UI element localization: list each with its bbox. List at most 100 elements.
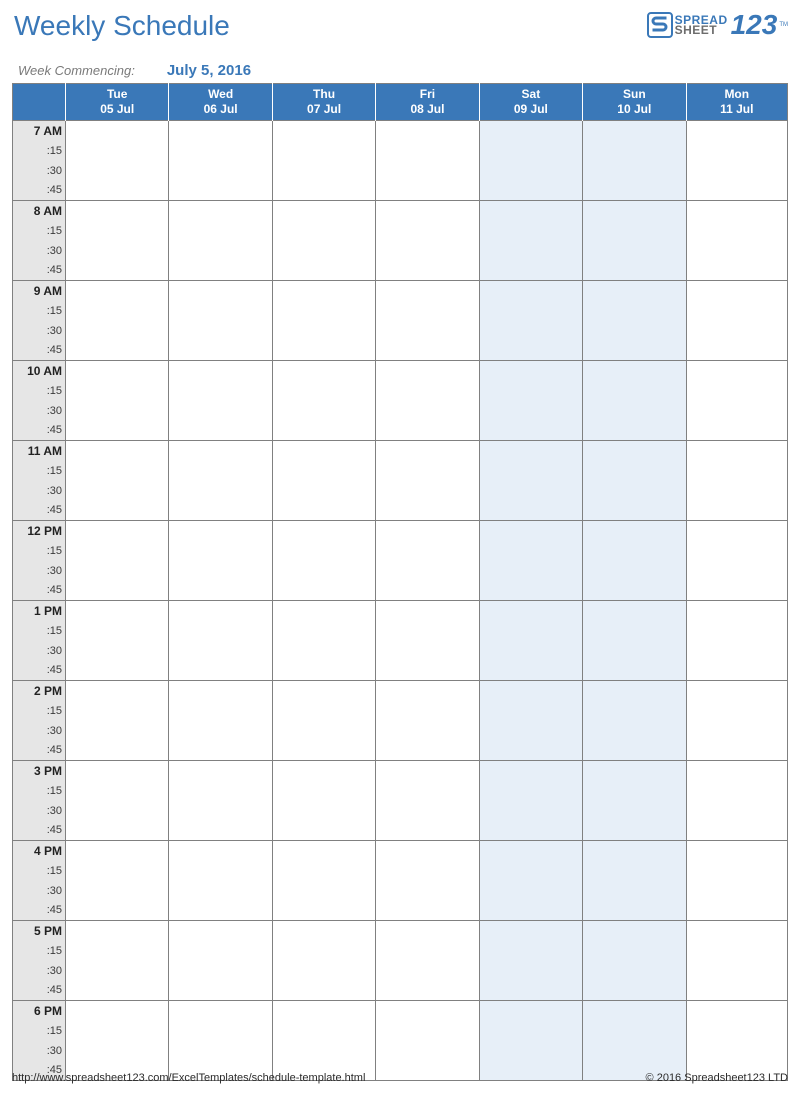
schedule-cell[interactable] xyxy=(479,301,582,321)
schedule-cell[interactable] xyxy=(583,701,686,721)
schedule-cell[interactable] xyxy=(169,801,272,821)
schedule-cell[interactable] xyxy=(272,261,375,281)
schedule-cell[interactable] xyxy=(376,741,479,761)
schedule-cell[interactable] xyxy=(479,1041,582,1061)
schedule-cell[interactable] xyxy=(376,161,479,181)
schedule-cell[interactable] xyxy=(66,881,169,901)
schedule-cell[interactable] xyxy=(376,481,479,501)
schedule-cell[interactable] xyxy=(66,421,169,441)
schedule-cell[interactable] xyxy=(272,221,375,241)
schedule-cell[interactable] xyxy=(583,301,686,321)
schedule-cell[interactable] xyxy=(66,1001,169,1021)
schedule-cell[interactable] xyxy=(479,721,582,741)
schedule-cell[interactable] xyxy=(66,821,169,841)
schedule-cell[interactable] xyxy=(169,381,272,401)
schedule-cell[interactable] xyxy=(169,501,272,521)
schedule-cell[interactable] xyxy=(169,141,272,161)
schedule-cell[interactable] xyxy=(686,141,787,161)
schedule-cell[interactable] xyxy=(686,181,787,201)
schedule-cell[interactable] xyxy=(583,821,686,841)
schedule-cell[interactable] xyxy=(479,701,582,721)
schedule-cell[interactable] xyxy=(66,701,169,721)
schedule-cell[interactable] xyxy=(66,381,169,401)
schedule-cell[interactable] xyxy=(583,621,686,641)
schedule-cell[interactable] xyxy=(376,281,479,301)
schedule-cell[interactable] xyxy=(686,581,787,601)
schedule-cell[interactable] xyxy=(66,461,169,481)
schedule-cell[interactable] xyxy=(686,901,787,921)
schedule-cell[interactable] xyxy=(376,361,479,381)
schedule-cell[interactable] xyxy=(583,521,686,541)
schedule-cell[interactable] xyxy=(272,1041,375,1061)
schedule-cell[interactable] xyxy=(66,181,169,201)
schedule-cell[interactable] xyxy=(583,221,686,241)
schedule-cell[interactable] xyxy=(272,421,375,441)
schedule-cell[interactable] xyxy=(479,381,582,401)
schedule-cell[interactable] xyxy=(686,341,787,361)
schedule-cell[interactable] xyxy=(169,461,272,481)
schedule-cell[interactable] xyxy=(686,201,787,221)
schedule-cell[interactable] xyxy=(169,441,272,461)
schedule-cell[interactable] xyxy=(272,441,375,461)
schedule-cell[interactable] xyxy=(686,541,787,561)
schedule-cell[interactable] xyxy=(479,901,582,921)
schedule-cell[interactable] xyxy=(479,821,582,841)
schedule-cell[interactable] xyxy=(479,121,582,141)
schedule-cell[interactable] xyxy=(272,321,375,341)
schedule-cell[interactable] xyxy=(376,541,479,561)
schedule-cell[interactable] xyxy=(376,501,479,521)
schedule-cell[interactable] xyxy=(272,641,375,661)
schedule-cell[interactable] xyxy=(66,361,169,381)
schedule-cell[interactable] xyxy=(583,941,686,961)
schedule-cell[interactable] xyxy=(686,121,787,141)
schedule-cell[interactable] xyxy=(272,701,375,721)
schedule-cell[interactable] xyxy=(376,441,479,461)
schedule-cell[interactable] xyxy=(66,621,169,641)
schedule-cell[interactable] xyxy=(376,921,479,941)
schedule-cell[interactable] xyxy=(583,281,686,301)
schedule-cell[interactable] xyxy=(169,781,272,801)
schedule-cell[interactable] xyxy=(479,501,582,521)
schedule-cell[interactable] xyxy=(376,961,479,981)
schedule-cell[interactable] xyxy=(169,601,272,621)
schedule-cell[interactable] xyxy=(272,1001,375,1021)
schedule-cell[interactable] xyxy=(479,741,582,761)
schedule-cell[interactable] xyxy=(479,341,582,361)
schedule-cell[interactable] xyxy=(479,1001,582,1021)
schedule-cell[interactable] xyxy=(686,221,787,241)
schedule-cell[interactable] xyxy=(583,861,686,881)
schedule-cell[interactable] xyxy=(686,261,787,281)
schedule-cell[interactable] xyxy=(479,861,582,881)
schedule-cell[interactable] xyxy=(272,161,375,181)
schedule-cell[interactable] xyxy=(66,121,169,141)
schedule-cell[interactable] xyxy=(66,761,169,781)
schedule-cell[interactable] xyxy=(169,941,272,961)
schedule-cell[interactable] xyxy=(583,261,686,281)
schedule-cell[interactable] xyxy=(272,941,375,961)
schedule-cell[interactable] xyxy=(376,181,479,201)
schedule-cell[interactable] xyxy=(169,161,272,181)
schedule-cell[interactable] xyxy=(169,1021,272,1041)
schedule-cell[interactable] xyxy=(479,761,582,781)
schedule-cell[interactable] xyxy=(686,621,787,641)
schedule-cell[interactable] xyxy=(376,141,479,161)
schedule-cell[interactable] xyxy=(376,841,479,861)
schedule-cell[interactable] xyxy=(376,561,479,581)
schedule-cell[interactable] xyxy=(272,901,375,921)
schedule-cell[interactable] xyxy=(583,601,686,621)
schedule-cell[interactable] xyxy=(376,901,479,921)
schedule-cell[interactable] xyxy=(169,581,272,601)
schedule-cell[interactable] xyxy=(583,1001,686,1021)
schedule-cell[interactable] xyxy=(583,961,686,981)
schedule-cell[interactable] xyxy=(66,221,169,241)
schedule-cell[interactable] xyxy=(169,561,272,581)
schedule-cell[interactable] xyxy=(376,601,479,621)
schedule-cell[interactable] xyxy=(272,921,375,941)
schedule-cell[interactable] xyxy=(66,581,169,601)
schedule-cell[interactable] xyxy=(479,541,582,561)
schedule-cell[interactable] xyxy=(272,741,375,761)
schedule-cell[interactable] xyxy=(479,601,582,621)
schedule-cell[interactable] xyxy=(272,581,375,601)
schedule-cell[interactable] xyxy=(169,181,272,201)
schedule-cell[interactable] xyxy=(583,441,686,461)
